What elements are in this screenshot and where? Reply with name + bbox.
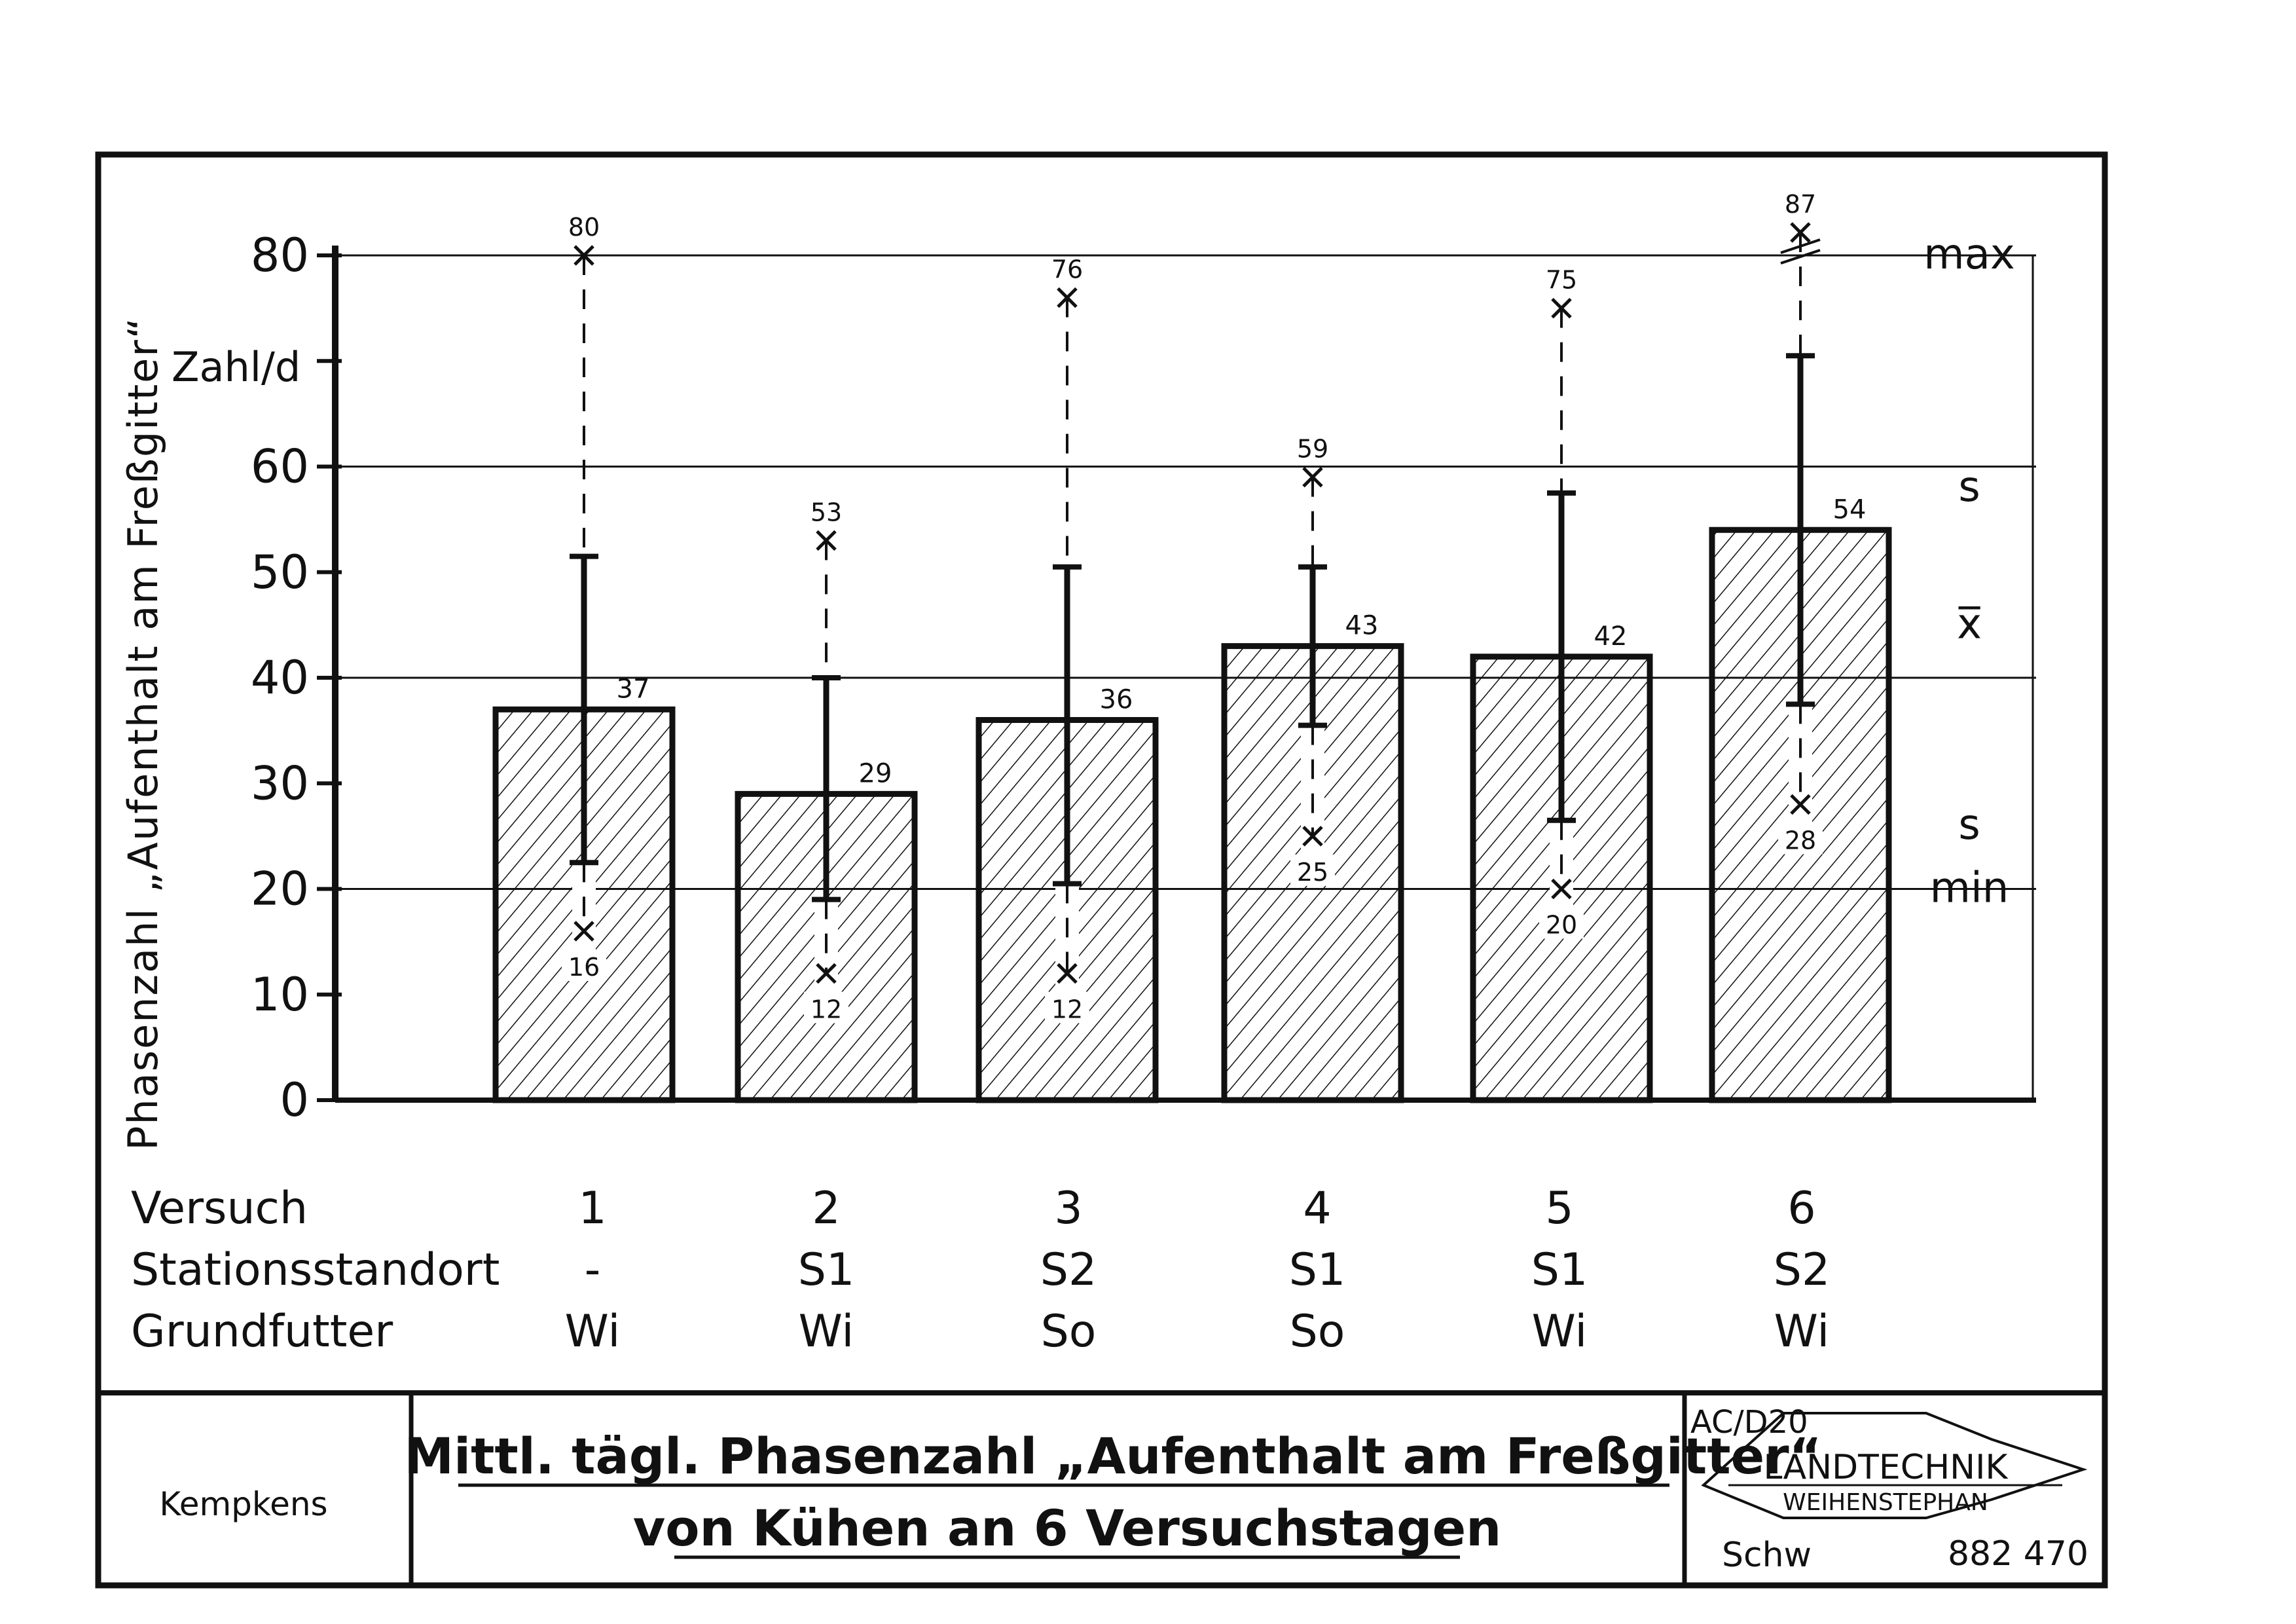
bar-series	[492, 526, 1892, 1103]
table-futter-1: Wi	[565, 1306, 621, 1357]
min-marker-4	[1302, 826, 1323, 847]
drawer-initials: Schw	[1722, 1536, 1812, 1575]
mean-label-5: 42	[1594, 621, 1628, 652]
y-tick-label-20: 20	[251, 862, 309, 916]
min-label-4: 25	[1297, 858, 1328, 887]
table-futter-4: So	[1290, 1306, 1345, 1357]
experiment-table: Versuch Stationsstandort Grundfutter 1 - W…	[131, 1183, 1830, 1357]
min-label-backing-5	[1539, 907, 1584, 939]
max-label-6: 87	[1785, 190, 1816, 219]
logo-text-landtechnik: LANDTECHNIK	[1763, 1448, 2009, 1487]
table-futter-3: So	[1041, 1306, 1097, 1357]
table-versuch-5: 5	[1545, 1183, 1573, 1234]
max-marker-2	[816, 530, 837, 551]
max-label-2: 53	[811, 498, 842, 526]
mean-label-2: 29	[859, 758, 892, 788]
table-station-5: S1	[1531, 1244, 1588, 1296]
row-label-station: Stationsstandort	[131, 1244, 500, 1296]
row-label-futter: Grundfutter	[131, 1306, 393, 1357]
y-tick-label-10: 10	[251, 968, 309, 1022]
table-station-4: S1	[1289, 1244, 1345, 1296]
max-marker-1	[574, 245, 594, 266]
legend-2: x̅	[1957, 600, 1982, 648]
min-label-2: 12	[811, 995, 842, 1024]
table-versuch-6: 6	[1787, 1183, 1815, 1234]
min-marker-5	[1551, 878, 1572, 900]
y-tick-label-0: 0	[280, 1073, 309, 1127]
min-marker-2	[816, 963, 837, 984]
max-marker-3	[1057, 287, 1078, 308]
mean-label-3: 36	[1100, 685, 1133, 715]
table-versuch-2: 2	[812, 1183, 840, 1234]
max-label-4: 59	[1297, 435, 1328, 464]
y-axis-title: Phasenzahl „Aufenthalt am Freßgitter“	[119, 316, 167, 1151]
table-futter-2: Wi	[799, 1306, 854, 1357]
min-label-3: 12	[1051, 995, 1083, 1024]
landtechnik-logo-shape	[1701, 1412, 2088, 1519]
min-label-backing-3	[1045, 991, 1089, 1024]
min-marker-1	[574, 921, 594, 942]
min-label-backing-1	[562, 950, 606, 981]
max-label-1: 80	[568, 213, 600, 242]
min-label-backing-4	[1290, 854, 1335, 886]
legend-0: max	[1923, 231, 2014, 279]
mean-label-6: 54	[1833, 494, 1867, 525]
table-station-2: S1	[798, 1244, 854, 1296]
y-tick-label-80: 80	[251, 229, 309, 282]
table-futter-5: Wi	[1532, 1306, 1588, 1357]
y-tick-label-60: 60	[251, 440, 309, 494]
max-label-5: 75	[1546, 266, 1577, 295]
y-tick-label-50: 50	[251, 545, 309, 599]
figure-title-line1: Mittl. tägl. Phasenzahl „Aufenthalt am F…	[404, 1427, 1821, 1485]
axis-break-mark-a	[1780, 238, 1821, 254]
max-marker-6	[1790, 222, 1811, 243]
min-label-1: 16	[568, 953, 600, 982]
author-name: Kempkens	[159, 1485, 327, 1523]
max-marker-5	[1551, 297, 1572, 319]
drawing-number: 882 470	[1948, 1534, 2088, 1574]
table-futter-6: Wi	[1774, 1306, 1830, 1357]
y-tick-label-40: 40	[251, 651, 309, 705]
max-marker-4	[1302, 466, 1323, 488]
figure-title-line2: von Kühen an 6 Versuchstagen	[633, 1499, 1501, 1557]
outer-frame	[95, 151, 2108, 1589]
drawing-code: AC/D20	[1690, 1404, 1808, 1441]
legend-1: s	[1958, 463, 1980, 511]
mean-label-4: 43	[1345, 611, 1379, 641]
y-axis: 0 10 20 30 40 50 60 80	[251, 229, 2036, 1127]
table-station-6: S2	[1774, 1244, 1830, 1296]
min-label-6: 28	[1785, 826, 1816, 855]
y-axis-unit: Zahl/d	[172, 343, 301, 391]
table-station-3: S2	[1040, 1244, 1097, 1296]
min-label-backing-2	[804, 991, 848, 1024]
min-label-5: 20	[1546, 911, 1577, 940]
min-marker-6	[1790, 794, 1811, 815]
value-labels: 80 16 37 53 12 29 76 12 36 59 25 43 75 20 42 87 28 54	[562, 190, 1866, 1024]
table-station-1: -	[585, 1244, 601, 1296]
mean-label-1: 37	[617, 674, 650, 704]
table-versuch-4: 4	[1303, 1183, 1331, 1234]
legend-3: s	[1958, 801, 1980, 849]
table-versuch-3: 3	[1054, 1183, 1082, 1234]
error-bars	[570, 222, 1821, 993]
min-label-backing-6	[1778, 822, 1823, 855]
table-versuch-1: 1	[578, 1183, 606, 1234]
axis-break-mark-b	[1780, 249, 1821, 265]
min-marker-3	[1057, 963, 1078, 984]
logo-text-weihenstephan: WEIHENSTEPHAN	[1783, 1489, 1988, 1516]
row-label-versuch: Versuch	[131, 1183, 308, 1234]
max-label-3: 76	[1051, 255, 1083, 284]
y-tick-label-30: 30	[251, 756, 309, 810]
